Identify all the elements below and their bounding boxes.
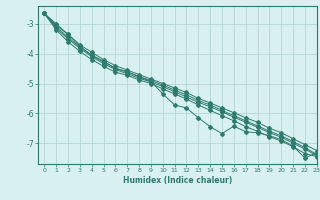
X-axis label: Humidex (Indice chaleur): Humidex (Indice chaleur) xyxy=(123,176,232,185)
